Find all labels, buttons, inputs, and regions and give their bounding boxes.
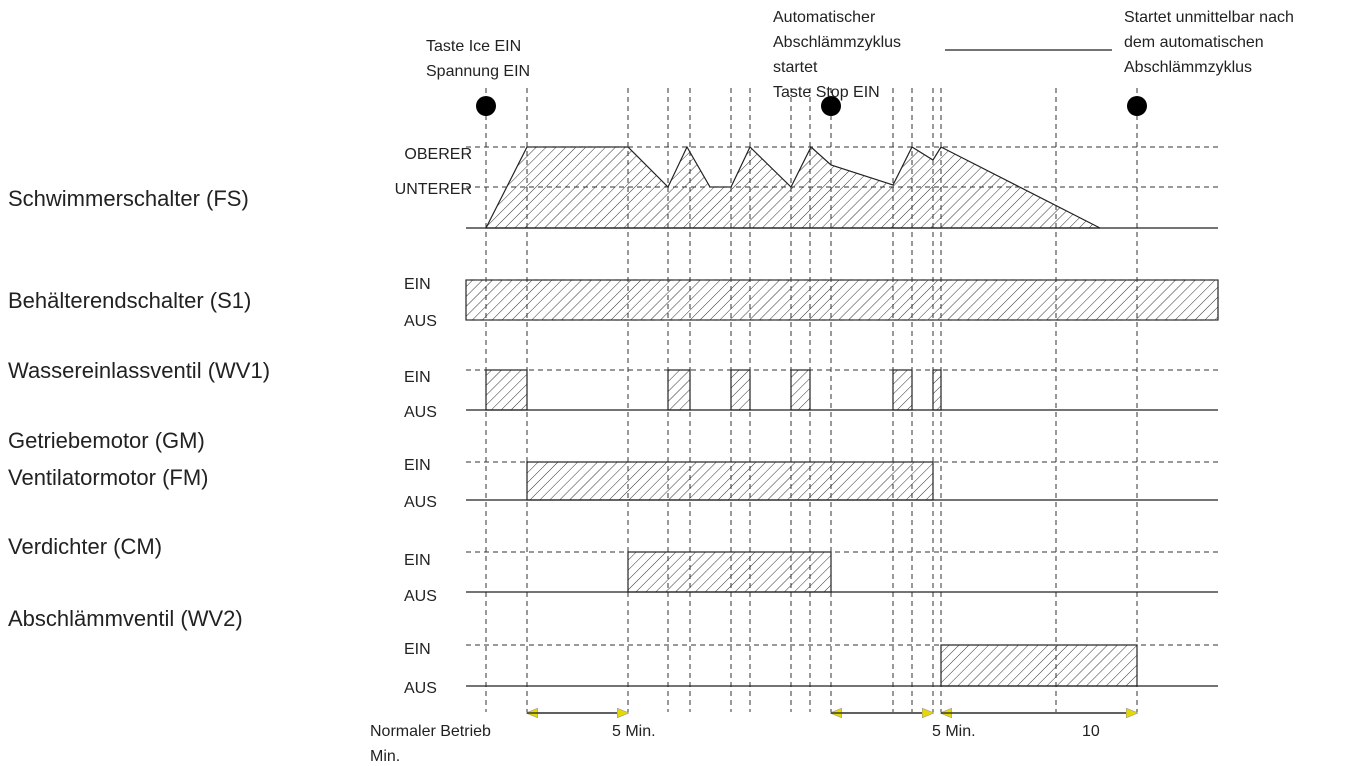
signal-on bbox=[465, 279, 1219, 321]
level-label: AUS bbox=[404, 404, 437, 421]
annotation: Abschlämmzyklus bbox=[1124, 59, 1252, 76]
time-label: Min. bbox=[370, 748, 400, 765]
signal-on bbox=[892, 369, 913, 411]
signal-on bbox=[940, 644, 1138, 687]
signal-on bbox=[526, 461, 934, 501]
level-label: AUS bbox=[404, 588, 437, 605]
signal-label: Ventilatormotor (FM) bbox=[8, 465, 209, 490]
level-label: UNTERER bbox=[395, 181, 472, 198]
signal-label: Getriebemotor (GM) bbox=[8, 428, 205, 453]
time-label: 5 Min. bbox=[932, 723, 976, 740]
level-label: EIN bbox=[404, 552, 431, 569]
signal-on bbox=[932, 369, 942, 411]
annotation: Taste Ice EIN bbox=[426, 38, 521, 55]
level-label: EIN bbox=[404, 369, 431, 386]
signal-on bbox=[627, 551, 832, 593]
event-dot bbox=[476, 96, 496, 116]
signal-on bbox=[667, 369, 691, 411]
signal-on bbox=[485, 369, 528, 411]
time-label: 5 Min. bbox=[612, 723, 656, 740]
signal-label: Wassereinlassventil (WV1) bbox=[8, 358, 270, 383]
time-label: Normaler Betrieb bbox=[370, 723, 491, 740]
annotation: startet bbox=[773, 59, 818, 76]
annotation: Taste Stop EIN bbox=[773, 84, 880, 101]
event-dot bbox=[821, 96, 841, 116]
annotation: Automatischer bbox=[773, 9, 876, 26]
level-label: OBERER bbox=[404, 146, 472, 163]
level-label: EIN bbox=[404, 641, 431, 658]
annotation: Spannung EIN bbox=[426, 63, 530, 80]
annotation: dem automatischen bbox=[1124, 34, 1264, 51]
signal-label: Verdichter (CM) bbox=[8, 534, 162, 559]
level-label: AUS bbox=[404, 313, 437, 330]
annotation: Abschlämmzyklus bbox=[773, 34, 901, 51]
annotation: Startet unmittelbar nach bbox=[1124, 9, 1294, 26]
diagram-layer bbox=[465, 49, 1219, 713]
level-label: AUS bbox=[404, 494, 437, 511]
event-dot bbox=[1127, 96, 1147, 116]
signal-label: Behälterendschalter (S1) bbox=[8, 288, 251, 313]
time-label: 10 bbox=[1082, 723, 1100, 740]
level-label: EIN bbox=[404, 457, 431, 474]
signal-label: Abschlämmventil (WV2) bbox=[8, 606, 243, 631]
signal-label: Schwimmerschalter (FS) bbox=[8, 186, 249, 211]
level-label: AUS bbox=[404, 680, 437, 697]
level-label: EIN bbox=[404, 276, 431, 293]
signal-on bbox=[790, 369, 811, 411]
signal-on bbox=[730, 369, 751, 411]
